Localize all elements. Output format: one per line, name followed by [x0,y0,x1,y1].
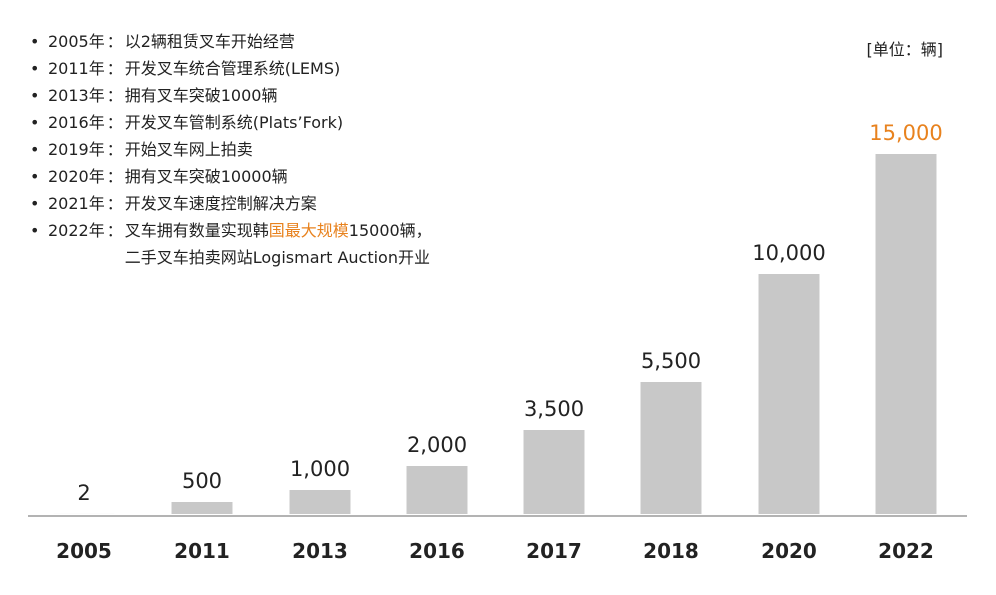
bullet-icon: • [30,167,40,186]
milestone-text: 开发叉车统合管理系统(LEMS) [124,59,341,78]
milestone-text: 以2辆租赁叉车开始经营 [124,32,295,51]
value-label-2013: 1,000 [290,457,350,481]
bar-2011 [171,502,233,514]
milestone-text-line2: 二手叉车拍卖网站Logismart Auction开业 [124,248,430,267]
milestone-year: 2011年 [48,59,105,78]
milestone-text: 开发叉车速度控制解决方案 [124,194,317,213]
tick-label-2005: 2005 [56,539,112,563]
milestone-highlight: 国最大规模 [268,221,349,240]
milestone-year: 2013年 [48,86,105,105]
milestone-year: 2020年 [48,167,105,186]
bar-2017 [523,430,585,514]
tick-label-2017: 2017 [526,539,582,563]
value-label-2018: 5,500 [641,349,701,373]
bar-2022 [875,154,937,514]
tick-label-2013: 2013 [292,539,348,563]
milestone-item: • 2011年：开发叉车统合管理系统(LEMS) [30,55,432,82]
value-label-2011: 500 [182,469,222,493]
milestone-year: 2022年 [48,221,105,240]
bullet-icon: • [30,221,40,240]
milestone-item: • 2020年：拥有叉车突破10000辆 [30,163,432,190]
value-label-2017: 3,500 [524,397,584,421]
unit-label: [单位：辆] [866,40,944,59]
milestone-item: • 2021年：开发叉车速度控制解决方案 [30,190,432,217]
milestone-list: • 2005年：以2辆租赁叉车开始经营 • 2011年：开发叉车统合管理系统(LEM… [30,28,432,271]
value-label-2016: 2,000 [407,433,467,457]
bullet-icon: • [30,140,40,159]
tick-label-2018: 2018 [643,539,699,563]
milestone-year: 2019年 [48,140,105,159]
bullet-icon: • [30,86,40,105]
milestone-text: 开发叉车管制系统(Plats’Fork) [124,113,344,132]
milestone-item: • 2013年：拥有叉车突破1000辆 [30,82,432,109]
milestone-year: 2005年 [48,32,105,51]
bar-2016 [406,466,468,514]
value-label-2020: 10,000 [752,241,825,265]
milestone-year: 2021年 [48,194,105,213]
value-label-2022: 15,000 [869,121,942,145]
bar-2018 [640,382,702,514]
tick-label-2016: 2016 [409,539,465,563]
tick-label-2011: 2011 [174,539,230,563]
bullet-icon: • [30,59,40,78]
milestone-text: 开始叉车网上拍卖 [124,140,253,159]
milestone-year: 2016年 [48,113,105,132]
bullet-icon: • [30,32,40,51]
tick-label-2020: 2020 [761,539,817,563]
value-label-2005: 2 [77,481,90,505]
bar-2020 [758,274,820,514]
milestone-item: • 2022年：叉车拥有数量实现韩国最大规模15000辆， 二手叉车拍卖网站Logi… [30,217,432,271]
tick-label-2022: 2022 [878,539,934,563]
milestone-text: 拥有叉车突破10000辆 [124,167,288,186]
bullet-icon: • [30,113,40,132]
milestone-item: • 2005年：以2辆租赁叉车开始经营 [30,28,432,55]
milestone-item: • 2019年：开始叉车网上拍卖 [30,136,432,163]
milestone-text: 叉车拥有数量实现韩国最大规模15000辆， 二手叉车拍卖网站Logismart A… [124,221,432,267]
bullet-icon: • [30,194,40,213]
milestone-item: • 2016年：开发叉车管制系统(Plats’Fork) [30,109,432,136]
milestone-text: 拥有叉车突破1000辆 [124,86,278,105]
bar-2013 [289,490,351,514]
